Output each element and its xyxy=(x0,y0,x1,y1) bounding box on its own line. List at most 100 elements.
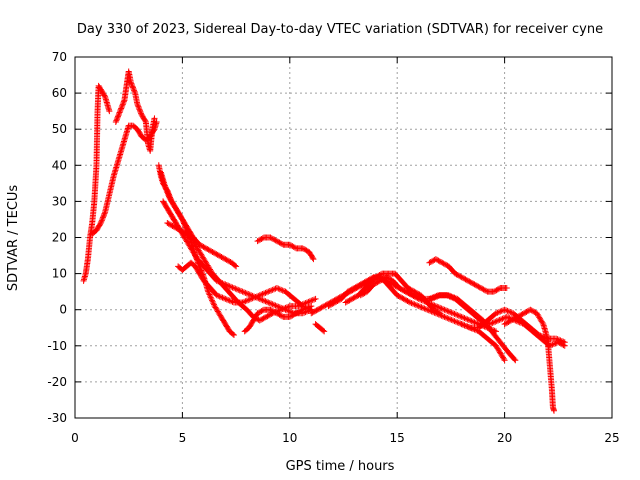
data-point xyxy=(273,310,280,317)
data-point xyxy=(470,318,477,325)
data-point xyxy=(492,287,499,294)
data-point xyxy=(467,317,474,324)
data-point xyxy=(261,314,268,321)
data-point xyxy=(344,288,351,295)
data-point xyxy=(495,309,502,316)
data-point xyxy=(450,317,457,324)
data-point xyxy=(431,302,438,309)
data-point xyxy=(275,285,282,292)
data-point xyxy=(233,286,240,293)
data-point xyxy=(560,338,567,345)
data-point xyxy=(507,309,514,316)
data-point xyxy=(165,220,172,227)
data-point xyxy=(256,317,263,324)
data-point xyxy=(460,314,467,321)
data-point xyxy=(490,319,497,326)
data-point xyxy=(443,261,450,268)
data-point xyxy=(137,109,144,116)
data-point xyxy=(98,217,105,224)
data-point xyxy=(451,318,458,325)
data-point xyxy=(463,277,470,284)
data-point xyxy=(455,312,462,319)
data-point xyxy=(269,286,276,293)
series-track-11 xyxy=(312,321,328,335)
data-point xyxy=(561,339,568,346)
data-point xyxy=(497,308,504,315)
x-axis-title: GPS time / hours xyxy=(286,459,395,474)
data-point xyxy=(396,293,403,300)
data-point xyxy=(119,101,126,108)
data-point xyxy=(404,289,411,296)
data-point xyxy=(440,260,447,267)
data-point xyxy=(179,228,186,235)
data-point xyxy=(434,256,441,263)
data-point xyxy=(281,305,288,312)
y-tick-label: 40 xyxy=(52,158,67,172)
data-point xyxy=(127,79,134,86)
data-point xyxy=(396,285,403,292)
data-point xyxy=(445,308,452,315)
data-point xyxy=(268,300,275,307)
data-point xyxy=(113,117,120,124)
data-point xyxy=(457,313,464,320)
data-point xyxy=(477,285,484,292)
data-point xyxy=(331,299,338,306)
data-point xyxy=(312,295,319,302)
y-tick-label: 20 xyxy=(52,231,67,245)
data-point xyxy=(197,242,204,249)
data-point xyxy=(372,275,379,282)
data-point xyxy=(398,294,405,301)
data-point xyxy=(351,294,358,301)
data-point xyxy=(279,240,286,247)
data-point xyxy=(286,308,293,315)
data-point xyxy=(128,81,135,88)
data-point xyxy=(490,288,497,295)
data-point xyxy=(352,293,359,300)
data-point xyxy=(207,294,214,301)
data-point xyxy=(403,297,410,304)
data-point xyxy=(98,218,105,225)
data-point xyxy=(136,106,143,113)
data-point xyxy=(509,316,516,323)
data-point xyxy=(412,301,419,308)
data-point xyxy=(426,295,433,302)
data-point xyxy=(303,247,310,254)
data-point xyxy=(436,258,443,265)
data-point xyxy=(272,302,279,309)
data-point xyxy=(511,356,518,363)
data-point xyxy=(411,292,418,299)
data-point xyxy=(279,306,286,313)
data-point xyxy=(345,298,352,305)
data-point xyxy=(441,261,448,268)
data-point xyxy=(317,305,324,312)
data-point xyxy=(248,295,255,302)
data-point xyxy=(165,193,172,200)
data-point xyxy=(268,235,275,242)
data-point xyxy=(117,106,124,113)
data-point xyxy=(494,309,501,316)
data-point xyxy=(404,298,411,305)
data-point xyxy=(401,296,408,303)
data-point xyxy=(361,290,368,297)
data-point xyxy=(483,287,490,294)
data-point xyxy=(306,298,313,305)
data-point xyxy=(319,303,326,310)
data-point xyxy=(462,322,469,329)
y-tick-label: -20 xyxy=(47,375,67,389)
data-point xyxy=(119,102,126,109)
data-point xyxy=(502,320,509,327)
data-point xyxy=(254,238,261,245)
data-point xyxy=(461,315,468,322)
data-point xyxy=(275,238,282,245)
data-point xyxy=(444,307,451,314)
data-point xyxy=(468,279,475,286)
data-point xyxy=(408,291,415,298)
data-point xyxy=(375,278,382,285)
data-point xyxy=(430,309,436,316)
data-point xyxy=(415,294,422,301)
data-point xyxy=(510,316,517,323)
data-point xyxy=(498,316,505,323)
data-point xyxy=(266,300,273,307)
x-axis: 0 5 10 15 20 25 xyxy=(71,57,620,445)
data-point xyxy=(445,315,452,322)
